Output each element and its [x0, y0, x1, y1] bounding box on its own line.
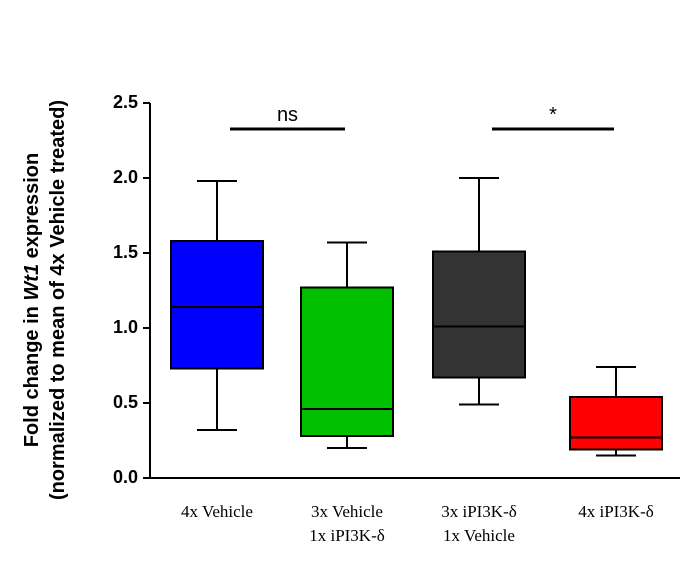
x-tick-label: 4x Vehicle	[181, 502, 253, 521]
y-tick-label: 2.0	[113, 167, 138, 187]
y-label-part: expression	[21, 153, 43, 264]
box	[300, 286, 394, 437]
significance-label: *	[549, 104, 557, 126]
x-tick-label: 3x iPI3K-δ 1x Vehicle	[441, 502, 517, 545]
y-label-part: Fold change in	[21, 301, 43, 448]
y-tick-label: 2.5	[113, 92, 138, 112]
y-axis-label: (normalized to mean of 4x Vehicle treate…	[47, 100, 69, 500]
significance-label: ns	[277, 104, 298, 126]
y-axis-label: Fold change in Wt1 expression	[21, 153, 43, 448]
box	[432, 250, 526, 379]
y-tick-label: 1.5	[113, 242, 138, 262]
y-label-part: Wt1	[21, 264, 43, 301]
y-tick-label: 1.0	[113, 317, 138, 337]
box	[170, 240, 264, 370]
y-tick-label: 0.0	[113, 467, 138, 487]
x-tick-label: 3x Vehicle 1x iPI3K-δ	[309, 502, 385, 545]
box	[569, 396, 663, 451]
x-tick-label: 4x iPI3K-δ	[578, 502, 654, 521]
y-tick-label: 0.5	[113, 392, 138, 412]
